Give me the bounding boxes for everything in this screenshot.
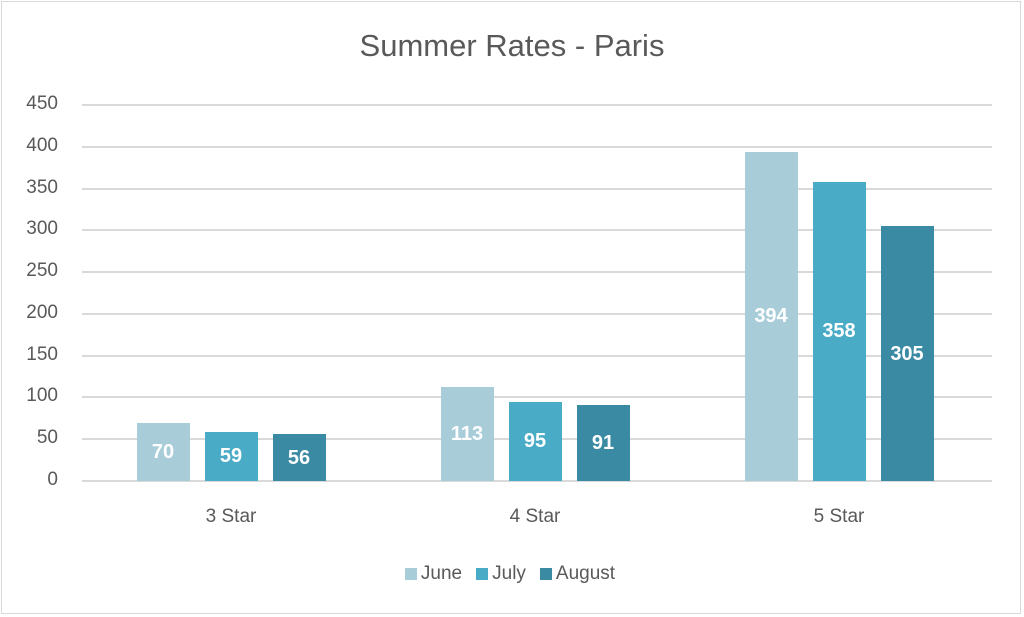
y-tick-label: 150 <box>26 343 58 365</box>
legend-item-august: August <box>539 563 616 585</box>
gridline <box>82 480 992 482</box>
bar-august-5-star: 305 <box>880 226 934 481</box>
bar-august-3-star: 56 <box>272 434 326 481</box>
legend-swatch-icon <box>539 568 552 580</box>
bar-july-3-star: 59 <box>204 431 258 481</box>
gridline <box>82 396 992 399</box>
legend-item-july: July <box>476 563 526 585</box>
gridline <box>82 354 992 357</box>
y-tick-label: 100 <box>26 385 58 407</box>
y-tick-label: 50 <box>36 427 58 449</box>
data-label: 70 <box>151 440 175 463</box>
legend: June July August <box>0 563 1020 585</box>
gridline <box>82 271 992 274</box>
bar-july-5-star: 358 <box>812 181 866 481</box>
bar-june-3-star: 70 <box>136 422 190 481</box>
gridline <box>82 187 992 190</box>
data-label: 358 <box>822 320 856 343</box>
y-tick-label: 0 <box>47 469 58 490</box>
data-label: 394 <box>754 305 788 328</box>
data-label: 56 <box>287 446 311 469</box>
legend-item-june: June <box>404 563 463 585</box>
legend-label: June <box>420 563 463 584</box>
x-tick-label: 4 Star <box>509 506 561 527</box>
gridline <box>82 312 992 315</box>
y-tick-label: 450 <box>26 93 58 114</box>
legend-swatch-icon <box>476 568 489 580</box>
y-tick-label: 400 <box>26 134 58 156</box>
chart-title: Summer Rates - Paris <box>359 28 665 63</box>
x-tick-label: 5 Star <box>813 506 865 527</box>
legend-label: July <box>492 563 526 584</box>
legend-label: August <box>555 563 616 584</box>
data-label: 305 <box>890 342 924 365</box>
data-label: 113 <box>450 422 484 445</box>
gridline <box>82 104 992 106</box>
y-tick-label: 300 <box>26 218 58 240</box>
data-label: 95 <box>523 430 547 453</box>
gridline <box>82 229 992 232</box>
gridline <box>82 145 992 148</box>
bar-june-5-star: 394 <box>744 151 798 481</box>
legend-swatch-icon <box>404 568 417 580</box>
bar-july-4-star: 95 <box>508 401 562 481</box>
data-label: 91 <box>591 431 615 454</box>
y-tick-label: 250 <box>26 260 58 282</box>
bar-august-4-star: 91 <box>576 404 630 481</box>
x-tick-label: 3 Star <box>205 506 257 527</box>
y-tick-label: 200 <box>26 301 58 323</box>
bar-june-4-star: 113 <box>440 386 494 481</box>
y-tick-label: 350 <box>26 176 58 198</box>
data-label: 59 <box>219 445 243 468</box>
